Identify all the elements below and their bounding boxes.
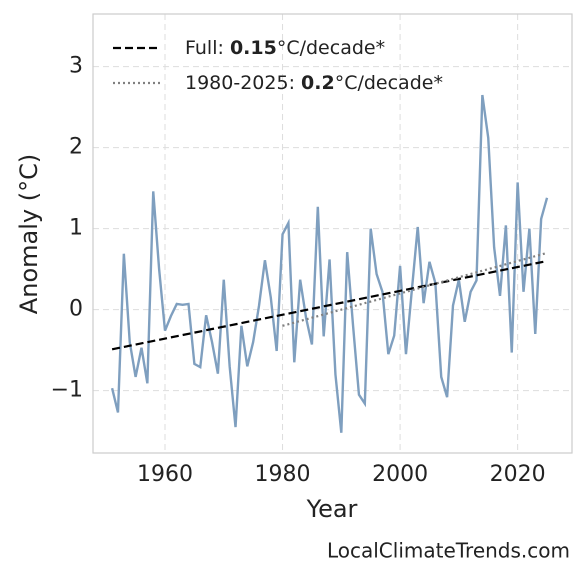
y-axis-label: Anomaly (°C) [15,154,43,314]
legend-label-part: 0.2 [301,72,335,94]
legend-label-part: 0.15 [230,37,277,59]
legend-label-part: 1980-2025: [185,72,301,94]
y-tick-label: 3 [69,54,83,79]
legend-label: 1980-2025: 0.2°C/decade* [185,72,443,94]
x-tick-label: 1980 [255,462,311,487]
plot-frame [92,13,573,454]
anomaly-line [110,94,549,433]
legend-label-part: °C/decade* [335,72,443,94]
y-tick-label: 0 [69,297,83,322]
y-tick-label: 1 [69,216,83,241]
legend-label: Full: 0.15°C/decade* [185,37,385,59]
x-axis-label: Year [306,495,358,523]
legend-label-part: °C/decade* [277,37,385,59]
y-tick-label: −1 [51,378,83,403]
x-tick-label: 2000 [372,462,428,487]
x-tick-label: 2020 [490,462,546,487]
trend-line [282,251,548,327]
y-tick-label: 2 [69,135,83,160]
x-tick-label: 1960 [137,462,193,487]
trend-line [111,259,548,351]
legend-label-part: Full: [185,37,230,59]
source: LocalClimateTrends.com [327,539,570,563]
